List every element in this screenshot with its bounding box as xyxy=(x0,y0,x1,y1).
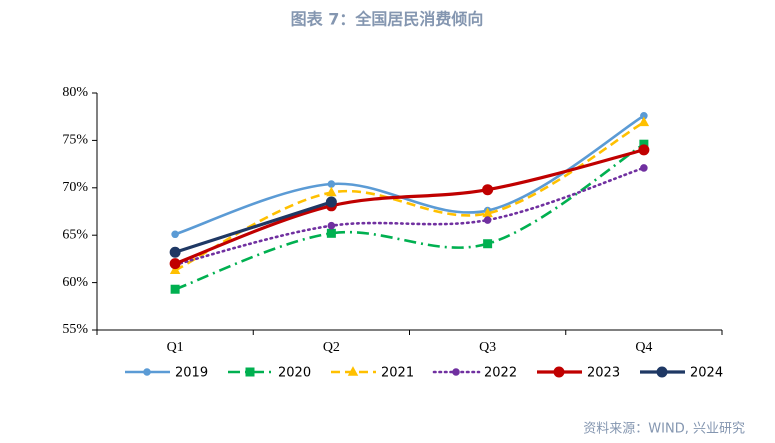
legend-label: 2024 xyxy=(690,366,723,381)
series-line xyxy=(174,200,332,254)
series-line xyxy=(174,121,645,272)
x-tick-label: Q2 xyxy=(323,340,340,355)
marker xyxy=(638,116,650,127)
marker xyxy=(483,239,493,249)
x-tick-label: Q1 xyxy=(167,340,184,355)
legend-marker xyxy=(245,367,255,377)
marker xyxy=(326,186,337,197)
marker xyxy=(326,228,336,238)
marker xyxy=(327,221,336,230)
y-tick-label: 80% xyxy=(62,85,88,100)
legend-marker xyxy=(553,366,565,378)
series-line xyxy=(174,148,645,266)
series-line xyxy=(174,143,645,291)
series-line xyxy=(173,166,646,266)
marker xyxy=(638,144,650,156)
legend-label: 2019 xyxy=(175,366,208,381)
legend-label: 2023 xyxy=(587,366,620,381)
marker xyxy=(482,184,494,196)
legend-label: 2022 xyxy=(484,366,517,381)
y-tick-label: 70% xyxy=(62,180,88,195)
marker xyxy=(169,264,181,274)
legend-marker xyxy=(347,366,359,376)
y-tick-label: 65% xyxy=(62,227,88,242)
marker xyxy=(327,180,336,188)
marker xyxy=(171,230,179,239)
marker xyxy=(640,164,648,172)
legend-marker xyxy=(143,368,151,376)
legend-marker xyxy=(452,368,460,376)
legend-label: 2021 xyxy=(381,366,414,381)
marker xyxy=(169,246,181,258)
chart-title: 图表 7：全国居民消费倾向 xyxy=(291,10,484,29)
marker xyxy=(325,196,337,208)
legend-marker xyxy=(656,366,668,378)
marker xyxy=(169,258,181,270)
source-note: 资料来源：WIND, 兴业研究 xyxy=(583,422,745,437)
marker xyxy=(483,216,492,224)
y-tick-label: 75% xyxy=(62,133,88,148)
x-tick-label: Q3 xyxy=(479,340,496,355)
y-tick-label: 55% xyxy=(62,322,88,337)
legend-label: 2020 xyxy=(278,366,311,381)
x-tick-label: Q4 xyxy=(635,340,652,355)
marker xyxy=(170,284,180,294)
y-tick-label: 60% xyxy=(62,275,88,290)
series-line xyxy=(174,114,645,236)
